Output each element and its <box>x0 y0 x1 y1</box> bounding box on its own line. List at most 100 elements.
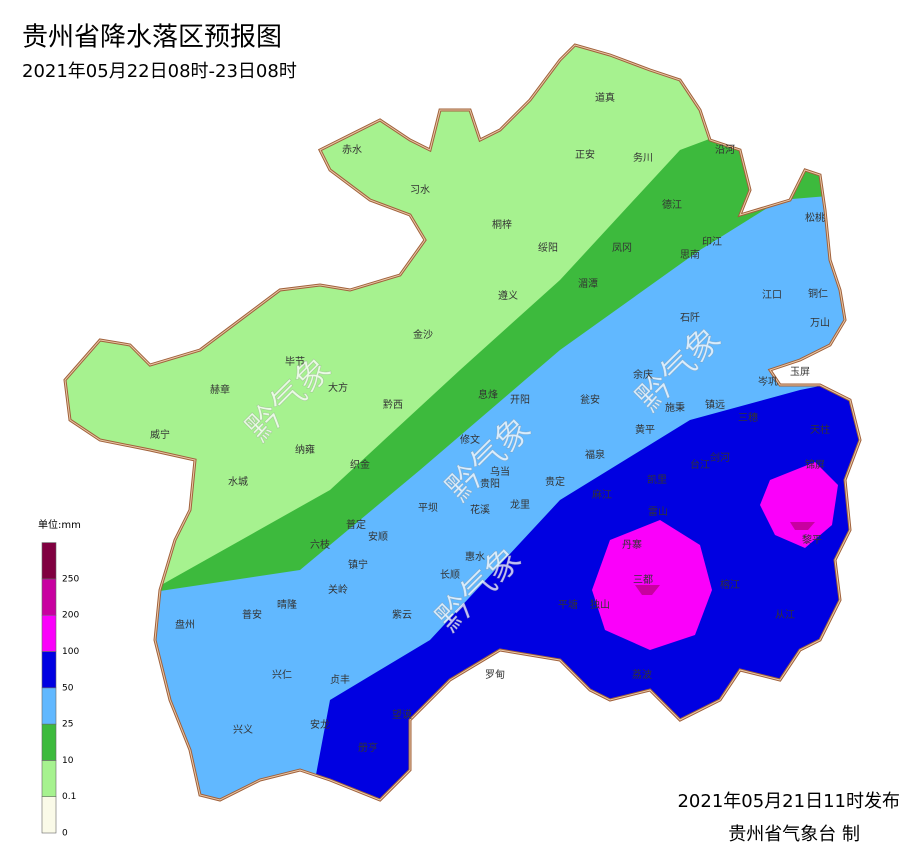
county-label: 金沙 <box>413 328 433 341</box>
county-label: 毕节 <box>285 355 305 368</box>
county-label: 平坝 <box>418 502 438 514</box>
county-label: 安顺 <box>368 530 388 543</box>
legend-tick-label: 0 <box>62 829 68 839</box>
county-label: 瓮安 <box>580 393 600 406</box>
county-label: 花溪 <box>470 503 490 516</box>
county-label: 望谟 <box>392 708 412 721</box>
county-label: 沿河 <box>715 144 735 156</box>
zone-purple <box>635 585 660 595</box>
county-label: 思南 <box>680 248 700 261</box>
county-label: 六枝 <box>310 538 330 551</box>
legend-box <box>41 578 57 616</box>
county-label: 修文 <box>460 433 480 446</box>
county-label: 纳雍 <box>295 443 315 456</box>
county-label: 息烽 <box>478 388 498 401</box>
legend-unit: 单位:mm <box>38 518 81 531</box>
county-label: 三穗 <box>738 411 758 424</box>
county-label: 雷山 <box>648 506 668 518</box>
legend-tick-label: 250 <box>62 574 79 584</box>
legend-tick-label: 0.1 <box>62 792 76 802</box>
county-label: 石阡 <box>680 312 700 324</box>
county-label: 荔波 <box>632 668 652 681</box>
county-label: 贵阳 <box>480 477 500 490</box>
county-label: 赫章 <box>210 383 230 396</box>
subtitle: 2021年05月22日08时-23日08时 <box>22 61 297 82</box>
county-label: 镇宁 <box>348 558 368 571</box>
county-label: 余庆 <box>633 368 653 381</box>
county-label: 乌当 <box>490 465 510 478</box>
county-label: 福泉 <box>585 448 605 461</box>
county-label: 榕江 <box>720 578 740 591</box>
legend-box <box>41 760 57 798</box>
county-label: 独山 <box>590 598 610 611</box>
title: 贵州省降水落区预报图 <box>22 23 282 53</box>
county-label: 凯里 <box>647 473 667 486</box>
county-label: 玉屏 <box>790 366 810 378</box>
county-label: 赤水 <box>342 144 362 156</box>
province-border-inner <box>64 44 861 801</box>
county-label: 黎平 <box>802 533 822 546</box>
county-label: 黔西 <box>383 398 403 411</box>
county-label: 安龙 <box>310 718 330 731</box>
legend-box <box>41 614 57 652</box>
county-label: 惠水 <box>465 550 485 563</box>
county-label: 普定 <box>346 518 366 531</box>
agency: 贵州省气象台 制 <box>728 824 860 845</box>
legend-tick-label: 200 <box>62 611 79 621</box>
zone-magenta <box>760 462 838 548</box>
county-label: 长顺 <box>440 569 460 581</box>
county-label: 龙里 <box>510 498 530 511</box>
county-label: 普安 <box>242 608 262 621</box>
county-label: 晴隆 <box>277 598 297 611</box>
county-label: 盘州 <box>175 618 195 631</box>
county-label: 正安 <box>575 148 595 161</box>
legend-box <box>41 796 57 834</box>
county-label: 松桃 <box>805 211 825 224</box>
county-label: 兴义 <box>233 724 253 736</box>
county-label: 岑巩 <box>758 376 778 388</box>
county-label: 紫云 <box>392 609 412 621</box>
county-label: 湄潭 <box>578 278 598 290</box>
county-label: 三都 <box>633 574 653 586</box>
legend-box <box>41 687 57 725</box>
legend-box <box>41 651 57 689</box>
county-label: 镇远 <box>705 398 725 411</box>
county-label: 绥阳 <box>538 242 558 254</box>
county-label: 从江 <box>775 609 795 621</box>
legend-tick-label: 10 <box>62 756 74 766</box>
county-label: 贵定 <box>545 475 565 488</box>
county-label: 德江 <box>662 198 682 211</box>
county-label: 江口 <box>762 289 782 301</box>
county-label: 织金 <box>350 458 370 471</box>
county-label: 铜仁 <box>808 288 828 300</box>
county-label: 平塘 <box>558 598 578 611</box>
county-label: 剑河 <box>710 451 730 464</box>
county-label: 册亨 <box>358 741 378 754</box>
county-label: 务川 <box>633 151 653 164</box>
county-label: 习水 <box>410 184 430 196</box>
legend-tick-label: 50 <box>62 683 74 693</box>
county-label: 大方 <box>328 381 348 394</box>
legend-tick-label: 100 <box>62 647 79 657</box>
legend-box <box>41 723 57 761</box>
county-label: 黄平 <box>635 423 655 436</box>
legend-box <box>41 542 57 580</box>
legend-tick-label: 25 <box>62 720 73 730</box>
county-label: 开阳 <box>510 394 530 406</box>
county-label: 丹寨 <box>622 538 642 551</box>
county-label: 关岭 <box>328 583 348 596</box>
county-label: 凤冈 <box>612 242 632 254</box>
county-label: 天柱 <box>810 423 830 436</box>
county-label: 遵义 <box>498 289 518 302</box>
county-label: 印江 <box>702 236 722 248</box>
zone-purple <box>790 522 815 530</box>
county-label: 威宁 <box>150 428 170 441</box>
county-label: 道真 <box>595 91 615 104</box>
county-label: 贞丰 <box>330 673 350 686</box>
county-label: 台江 <box>690 458 710 471</box>
county-label: 锦屏 <box>805 458 825 471</box>
county-label: 罗甸 <box>485 668 505 681</box>
county-label: 兴仁 <box>272 669 292 681</box>
